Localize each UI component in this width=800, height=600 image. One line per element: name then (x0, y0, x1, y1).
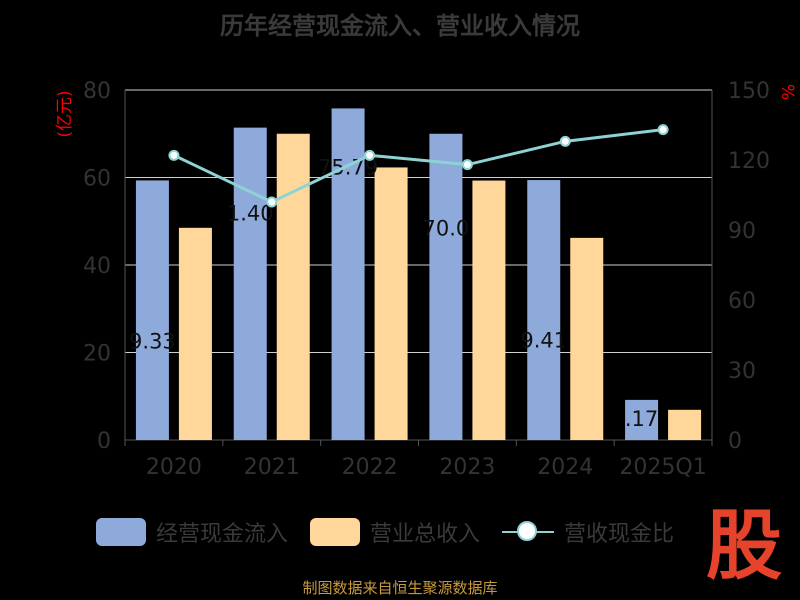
bar-revenue (374, 167, 408, 440)
bar-cash-inflow (331, 108, 365, 440)
legend-item-ratio[interactable]: 营收现金比 (502, 516, 674, 548)
bar-cash-inflow (135, 180, 169, 440)
data-label-cash: .17 (625, 407, 658, 431)
point-ratio (559, 135, 571, 147)
legend-item-cash[interactable]: 经营现金流入 (96, 516, 288, 548)
legend-label-revenue: 营业总收入 (370, 522, 481, 547)
chart-title: 历年经营现金流入、营业收入情况 (220, 12, 580, 40)
x-tick-label: 2024 (537, 455, 593, 480)
x-tick-label: 2021 (244, 455, 300, 480)
point-ratio (364, 149, 376, 161)
y-right-axis-title: % (777, 84, 797, 100)
point-ratio (266, 196, 278, 208)
y-right-tick-label: 0 (728, 429, 742, 454)
x-tick-label: 2025Q1 (619, 455, 706, 480)
x-tick-label: 2020 (146, 455, 202, 480)
data-label-cash: 70.0 (423, 217, 470, 241)
legend-swatch-ratio (502, 518, 555, 546)
legend-swatch-revenue (310, 518, 361, 546)
line-ratio (173, 128, 664, 204)
bar-revenue (668, 409, 702, 440)
point-ratio (168, 149, 180, 161)
data-label-cash: 9.33 (129, 329, 176, 353)
y-left-tick-label: 60 (83, 167, 111, 192)
y-right-tick-label: 30 (728, 359, 756, 384)
y-right-tick-label: 90 (728, 219, 756, 244)
legend-item-revenue[interactable]: 营业总收入 (310, 516, 480, 548)
x-tick-label: 2023 (439, 455, 495, 480)
source-note: 制图数据来自恒生聚源数据库 (302, 579, 498, 597)
bar-revenue (276, 133, 310, 440)
x-tick-label: 2022 (342, 455, 398, 480)
y-left-axis-title: (亿元) (55, 90, 75, 137)
y-right-tick-label: 60 (728, 289, 756, 314)
bar-revenue (178, 227, 212, 440)
y-left-tick-label: 20 (83, 342, 111, 367)
legend: 经营现金流入 营业总收入 营收现金比 (96, 516, 696, 548)
bar-cash-inflow (625, 399, 659, 440)
bar-revenue (472, 180, 506, 440)
y-right-tick-label: 120 (728, 149, 770, 174)
data-label-cash: 9.41 (520, 329, 567, 353)
point-ratio (461, 159, 473, 171)
legend-label-cash: 经营现金流入 (156, 522, 289, 547)
bar-revenue (570, 237, 604, 440)
y-left-tick-label: 80 (83, 79, 111, 104)
bar-cash-inflow (233, 127, 267, 440)
y-left-tick-label: 40 (83, 254, 111, 279)
legend-label-ratio: 营收现金比 (564, 522, 675, 547)
brand-logo: 股 (706, 501, 782, 590)
data-label-cash: 1.40 (227, 202, 274, 226)
bar-cash-inflow (429, 133, 463, 440)
y-left-tick-label: 0 (97, 429, 111, 454)
bar-cash-inflow (527, 180, 561, 441)
point-ratio (657, 124, 669, 136)
y-right-tick-label: 150 (728, 79, 770, 104)
legend-swatch-cash (96, 518, 146, 546)
